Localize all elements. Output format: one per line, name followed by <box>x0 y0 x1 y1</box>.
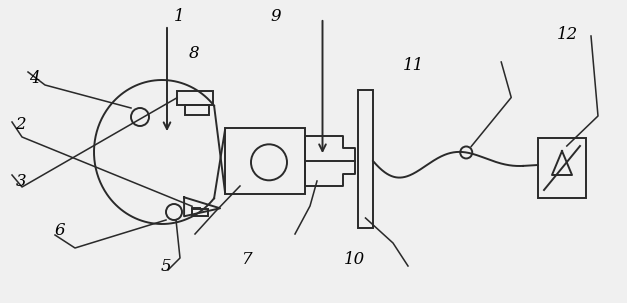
Text: 10: 10 <box>344 251 365 268</box>
Text: 2: 2 <box>16 116 26 133</box>
Text: 1: 1 <box>174 8 184 25</box>
Bar <box>177 91 213 105</box>
Text: 8: 8 <box>189 45 199 62</box>
Bar <box>225 128 305 194</box>
Text: 9: 9 <box>271 8 281 25</box>
Text: 6: 6 <box>55 222 65 239</box>
Text: 11: 11 <box>403 57 424 74</box>
Text: 3: 3 <box>16 173 26 190</box>
Bar <box>185 105 209 115</box>
Text: 7: 7 <box>243 251 253 268</box>
Text: 4: 4 <box>29 70 40 87</box>
Bar <box>358 90 373 228</box>
Text: 5: 5 <box>161 258 171 275</box>
Text: 12: 12 <box>557 26 578 43</box>
Bar <box>538 138 586 198</box>
Bar <box>192 209 208 216</box>
